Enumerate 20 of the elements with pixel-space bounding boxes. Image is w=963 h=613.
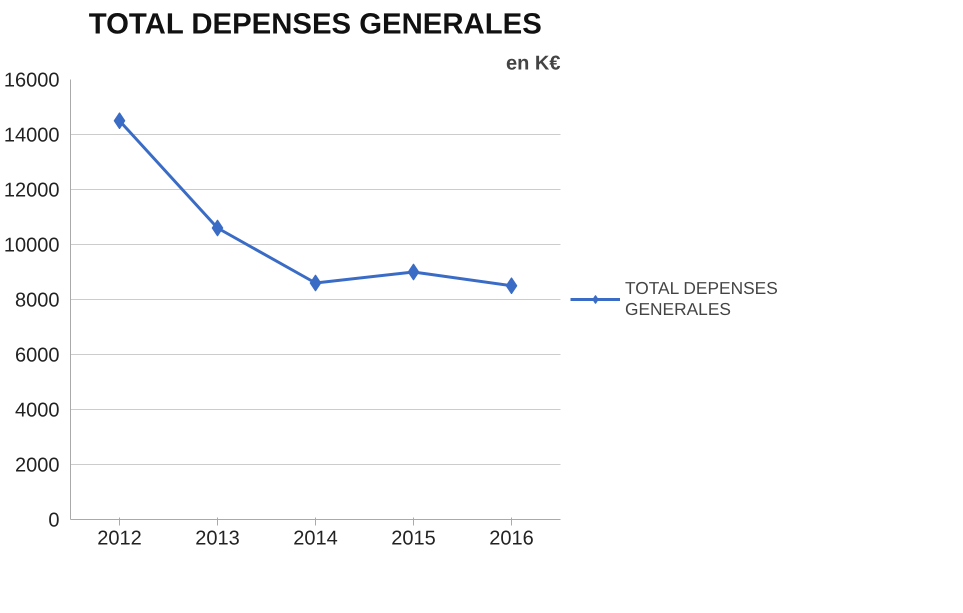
y-tick-label: 0 [48,510,60,532]
x-tick-label: 2014 [293,528,338,550]
y-tick-label: 6000 [15,344,60,366]
x-tick-label: 2016 [489,528,534,550]
point [310,274,322,292]
text: en K€ [506,52,561,74]
y-tick-label: 4000 [15,400,60,422]
y-tick-label: 14000 [4,124,60,146]
x-tick-label: 2015 [391,528,436,550]
y-tick-label: 16000 [4,70,60,92]
y-tick-label: 8000 [15,290,60,312]
x-tick-label: 2013 [195,528,240,550]
y-tick-label: 2000 [15,454,60,476]
point [212,220,224,236]
x-tick-label: 2012 [97,528,142,550]
chart-title: TOTAL DEPENSES GENERALES [88,8,542,40]
y-tick-label: 12000 [4,180,60,202]
legend-label: TOTAL DEPENSES GENERALES [625,278,778,320]
y-tick-label: 10000 [4,234,60,256]
point [408,264,420,280]
